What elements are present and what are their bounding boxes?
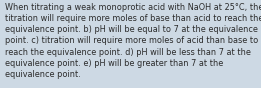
Text: When titrating a weak monoprotic acid with NaOH at 25°C, the a)
titration will r: When titrating a weak monoprotic acid wi… bbox=[5, 3, 261, 79]
